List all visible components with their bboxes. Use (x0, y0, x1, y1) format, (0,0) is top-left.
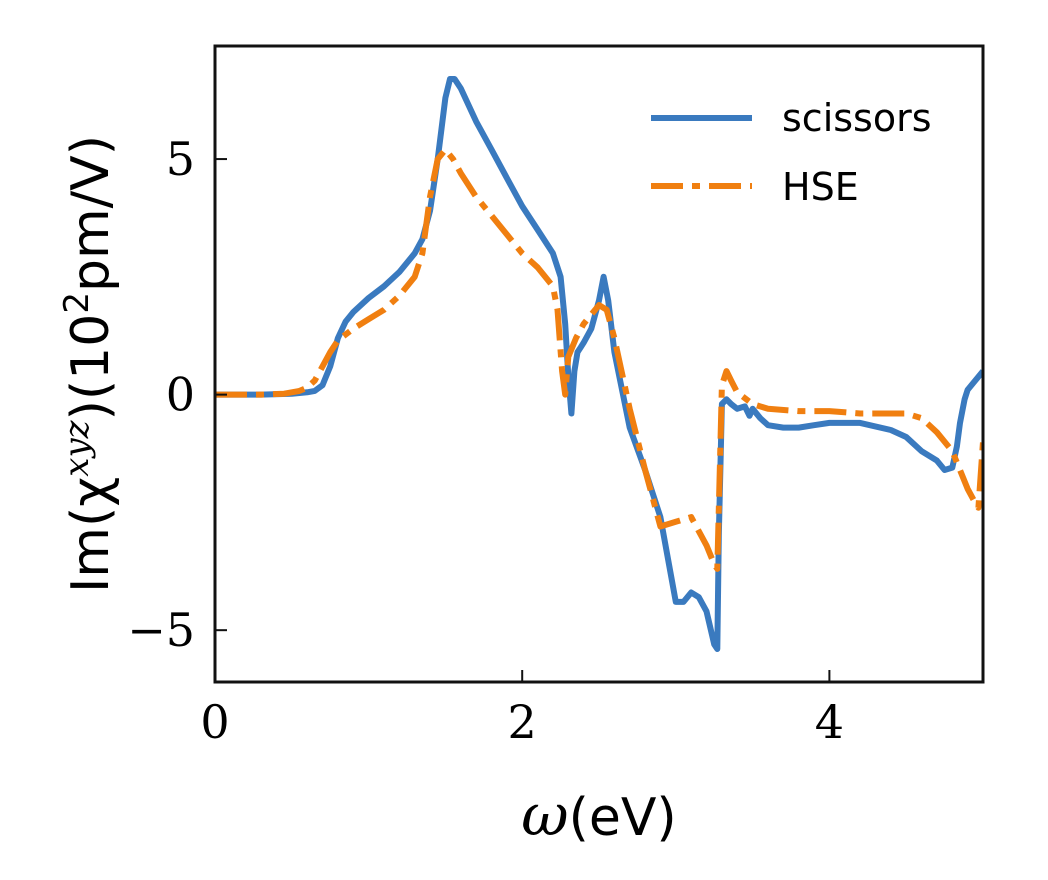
x-tick-label: 2 (508, 695, 537, 749)
x-tick-label: 4 (815, 695, 844, 749)
legend-label-scissors: scissors (782, 96, 932, 140)
legend: scissors HSE (651, 96, 932, 209)
y-axis-label: Im(χxyz)(102pm/V) (57, 135, 121, 593)
plot-frame (213, 44, 985, 684)
series-line-hse (215, 146, 983, 572)
y-tick-label: −5 (127, 603, 195, 657)
tick-layer: 0 2 4−505 (127, 132, 844, 749)
x-tick-label: 0 (200, 695, 229, 749)
series-line-scissors (215, 76, 983, 652)
series-layer (215, 76, 983, 652)
y-tick-label: 0 (166, 368, 195, 422)
y-tick-label: 5 (166, 132, 195, 186)
x-axis-label: ω(eV) (521, 781, 676, 849)
legend-label-hse: HSE (782, 165, 859, 209)
